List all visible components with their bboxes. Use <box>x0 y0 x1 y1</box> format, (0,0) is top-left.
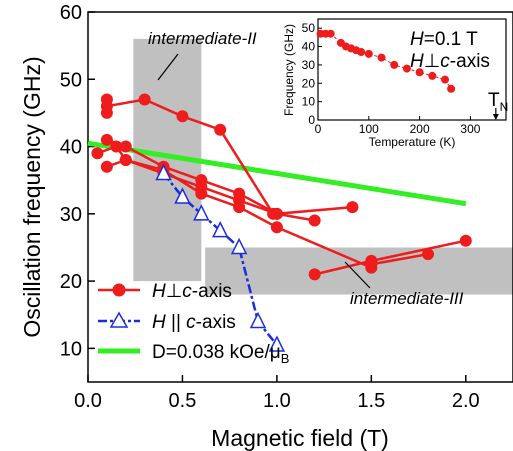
series-perp-point <box>119 154 132 166</box>
inset-x-axis-label: Temperature (K) <box>369 135 456 149</box>
inset-series-point <box>428 71 437 80</box>
series-perp-point <box>233 201 246 214</box>
legend-entry-par: H || c-axis <box>98 311 236 333</box>
series-perp-point <box>308 214 321 227</box>
series-perp-point <box>100 133 113 146</box>
series-par-point <box>174 187 191 204</box>
series-par-point <box>155 163 172 181</box>
inset-x-tick-label: 300 <box>460 122 480 136</box>
series-par-point <box>193 204 210 221</box>
series-perp-point <box>100 160 113 173</box>
series-par-point <box>268 335 286 352</box>
legend-marker-par <box>109 311 129 328</box>
shaded-region-2 <box>205 247 513 295</box>
inset-field-label: H=0.1 T <box>410 29 478 50</box>
series-perp-point <box>100 106 113 119</box>
x-tick-label: 1.5 <box>357 390 385 412</box>
series-perp-point <box>308 268 321 281</box>
inset-y-tick-label: 0 <box>308 113 315 127</box>
inset-y-axis-label: Frequency (GHz) <box>282 24 296 116</box>
plot-frame <box>87 11 513 383</box>
series-perp-point <box>100 93 113 106</box>
inset-x-tick-label: 200 <box>410 122 430 136</box>
legend-label-d: D=0.038 kOe/μB <box>152 342 289 366</box>
series-perp-point <box>110 140 123 153</box>
inset-y-tick-label: 40 <box>302 40 316 54</box>
x-tick-label: 2.0 <box>452 390 480 412</box>
series-perp-point <box>422 248 434 261</box>
inset-series-point <box>447 84 456 93</box>
x-tick-label: 1.0 <box>263 390 291 412</box>
legend-entry-d: D=0.038 kOe/μB <box>98 342 289 366</box>
x-axis-label: Magnetic field (T) <box>211 425 389 451</box>
inset-tn-label: TN <box>488 90 508 114</box>
inset-series-point <box>390 60 399 69</box>
inset-y-tick-label: 10 <box>302 95 316 109</box>
series-perp-point <box>119 140 132 153</box>
y-ticks: 10 20 30 40 50 60 <box>60 2 95 360</box>
y-tick-label: 20 <box>60 271 82 293</box>
series-perp-point <box>270 207 283 220</box>
y-tick-label: 30 <box>60 204 82 226</box>
legend-label-perp: H⊥c-axis <box>152 281 232 302</box>
series-par-point <box>230 237 248 255</box>
inset-y-tick-label: 30 <box>302 58 316 72</box>
inset-series-point <box>415 68 424 77</box>
annotation-intermediate-ii: intermediate-II <box>148 29 257 48</box>
inset-orientation-label: H⊥c-axis <box>410 51 490 72</box>
annotation-intermediate-iii: intermediate-III <box>350 289 464 308</box>
legend-marker-perp <box>112 283 126 297</box>
inset-x-ticks: 0 100 200 300 <box>315 116 481 136</box>
y-tick-label: 60 <box>60 2 82 24</box>
axes <box>87 11 513 383</box>
x-tick-label: 0.0 <box>74 390 102 412</box>
annotation-pointer-iii <box>344 261 371 289</box>
inset-series-point <box>326 29 335 38</box>
inset-series-point <box>364 49 373 58</box>
inset-y-ticks: 0 10 20 30 40 50 <box>302 21 322 127</box>
series-perp-point <box>365 258 378 271</box>
inset-series <box>316 29 456 93</box>
x-tick-label: 0.5 <box>169 390 197 412</box>
inset-tn-arrow <box>492 108 499 120</box>
series-perp-point <box>214 123 227 136</box>
inset-series-point <box>357 48 366 57</box>
legend-entry-perp: H⊥c-axis <box>98 281 232 302</box>
inset-y-tick-label: 20 <box>302 76 316 90</box>
inset-y-tick-label: 50 <box>302 21 316 35</box>
series-perp-point <box>346 201 359 214</box>
series-perp-point <box>270 221 283 234</box>
series-perp-point <box>91 147 104 160</box>
inset-series-point <box>377 53 386 62</box>
tn-arrow-head <box>492 114 499 120</box>
y-axis-label: Oscillation frequency (GHz) <box>19 56 45 337</box>
y-tick-label: 40 <box>60 137 82 159</box>
inset-chart: 0 100 200 300 0 10 20 30 40 50 Temperature (K) F… <box>282 18 508 149</box>
annotation-pointer-ii <box>157 53 179 81</box>
series-perp-point <box>138 93 151 106</box>
series-perp-point <box>176 110 189 123</box>
inset-x-tick-label: 100 <box>359 122 379 136</box>
series-par-point <box>212 220 229 238</box>
legend-label-par: H || c-axis <box>152 312 236 333</box>
inset-frame <box>317 18 507 121</box>
x-ticks: 0.0 0.5 1.0 1.5 2.0 <box>74 375 480 412</box>
inset-series-point <box>441 75 450 84</box>
series-d-line <box>87 140 467 207</box>
series-perp-line-7 <box>371 252 429 266</box>
series <box>87 93 472 352</box>
inset-x-tick-label: 0 <box>315 122 322 136</box>
y-tick-label: 50 <box>60 69 82 91</box>
y-tick-label: 10 <box>60 338 82 360</box>
series-perp-point <box>195 187 208 200</box>
series-perp-point <box>459 234 472 247</box>
series-par-point <box>249 311 267 329</box>
legend: H⊥c-axis H || c-axis D=0.038 kOe/μB <box>98 281 289 366</box>
inset-series-point <box>402 64 411 73</box>
